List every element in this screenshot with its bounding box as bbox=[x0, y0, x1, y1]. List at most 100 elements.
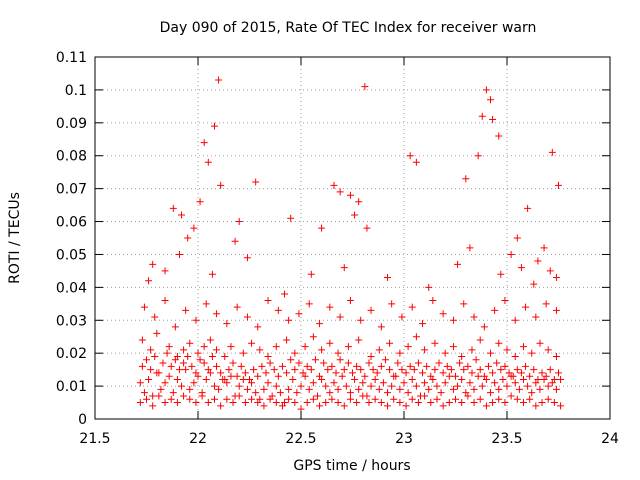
data-point bbox=[470, 313, 478, 321]
data-point bbox=[470, 399, 478, 407]
data-point bbox=[147, 366, 155, 374]
data-point bbox=[414, 359, 422, 367]
data-point bbox=[423, 362, 431, 370]
data-point bbox=[476, 395, 484, 403]
data-point bbox=[210, 122, 218, 130]
data-point bbox=[340, 402, 348, 410]
data-point bbox=[419, 320, 427, 328]
data-point bbox=[349, 369, 356, 377]
data-point bbox=[338, 372, 346, 380]
data-point bbox=[200, 359, 208, 367]
data-point bbox=[452, 372, 459, 380]
data-point bbox=[491, 306, 499, 314]
data-point bbox=[223, 320, 231, 328]
data-point bbox=[143, 356, 150, 364]
data-point bbox=[210, 382, 218, 390]
data-point bbox=[285, 385, 293, 393]
data-point bbox=[519, 343, 527, 351]
data-point bbox=[369, 366, 377, 374]
data-point bbox=[357, 316, 365, 324]
data-point bbox=[155, 369, 163, 377]
data-point bbox=[190, 224, 198, 232]
data-point bbox=[307, 366, 315, 374]
data-point bbox=[198, 392, 206, 400]
data-point bbox=[484, 362, 492, 370]
data-point bbox=[246, 376, 253, 384]
data-point bbox=[470, 385, 478, 393]
data-point bbox=[495, 395, 503, 403]
data-point bbox=[328, 395, 336, 403]
data-point bbox=[204, 399, 212, 407]
data-point bbox=[274, 306, 282, 314]
data-point bbox=[445, 399, 453, 407]
data-point bbox=[171, 323, 179, 331]
data-point bbox=[550, 376, 558, 384]
data-point bbox=[215, 76, 223, 84]
y-tick-label: 0.06 bbox=[56, 215, 87, 231]
data-point bbox=[231, 237, 239, 245]
data-point bbox=[342, 382, 350, 390]
data-point bbox=[557, 402, 565, 410]
data-point bbox=[260, 385, 268, 393]
data-point bbox=[346, 297, 354, 305]
x-tick-label: 22.5 bbox=[285, 431, 316, 447]
data-point bbox=[548, 148, 556, 156]
data-point bbox=[336, 188, 344, 196]
data-point bbox=[200, 139, 208, 147]
data-point bbox=[217, 369, 225, 377]
data-point bbox=[546, 366, 554, 374]
data-point bbox=[468, 346, 476, 354]
data-point bbox=[136, 399, 144, 407]
data-point bbox=[340, 264, 348, 272]
data-point bbox=[264, 379, 272, 387]
data-point bbox=[322, 382, 330, 390]
data-point bbox=[202, 376, 210, 384]
data-point bbox=[145, 277, 153, 285]
data-point bbox=[501, 399, 509, 407]
data-point bbox=[365, 399, 373, 407]
data-point bbox=[202, 300, 210, 308]
data-point bbox=[165, 372, 173, 380]
data-point bbox=[495, 385, 503, 393]
data-point bbox=[449, 316, 457, 324]
data-point bbox=[355, 336, 363, 344]
data-point bbox=[412, 333, 420, 341]
data-point bbox=[524, 204, 532, 212]
data-point bbox=[379, 379, 387, 387]
data-point bbox=[233, 372, 241, 380]
data-point bbox=[213, 310, 221, 318]
x-tick-label: 22 bbox=[189, 431, 207, 447]
data-point bbox=[252, 389, 260, 397]
data-point bbox=[186, 385, 194, 393]
data-point bbox=[528, 389, 536, 397]
data-point bbox=[167, 362, 175, 370]
y-tick-label: 0.07 bbox=[56, 182, 87, 198]
data-point bbox=[210, 395, 218, 403]
data-point bbox=[357, 366, 365, 374]
data-point bbox=[149, 260, 157, 268]
data-point bbox=[208, 270, 216, 278]
data-point bbox=[530, 280, 538, 288]
data-point bbox=[427, 399, 435, 407]
data-point bbox=[462, 175, 470, 183]
data-point bbox=[221, 352, 229, 360]
data-point bbox=[544, 395, 552, 403]
data-point bbox=[217, 181, 225, 189]
data-point bbox=[161, 399, 169, 407]
data-point bbox=[330, 181, 338, 189]
data-point bbox=[307, 270, 315, 278]
data-point bbox=[175, 366, 183, 374]
data-point bbox=[326, 339, 334, 347]
x-axis-label: GPS time / hours bbox=[293, 458, 410, 474]
data-point bbox=[421, 392, 429, 400]
data-point bbox=[149, 392, 157, 400]
data-point bbox=[538, 369, 546, 377]
data-point bbox=[503, 382, 511, 390]
data-point bbox=[309, 379, 317, 387]
data-point bbox=[367, 382, 375, 390]
y-tick-label: 0.11 bbox=[56, 50, 87, 66]
data-point bbox=[250, 366, 258, 374]
data-point bbox=[499, 376, 507, 384]
data-point bbox=[478, 112, 486, 120]
data-point bbox=[408, 303, 416, 311]
